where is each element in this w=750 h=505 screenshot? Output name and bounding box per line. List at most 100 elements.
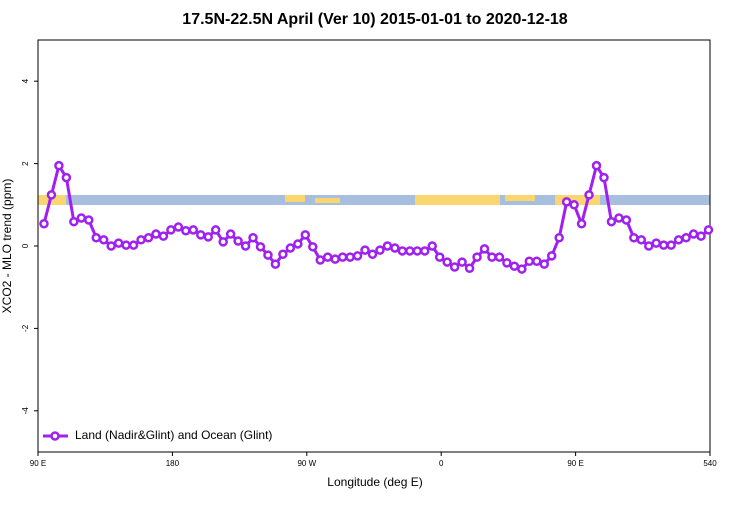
y-axis-label: XCO2 - MLO trend (ppm) [0, 179, 14, 314]
data-point [390, 243, 400, 253]
data-point [546, 251, 557, 261]
data-point [181, 226, 191, 236]
y-tick-label: -2 [21, 324, 30, 332]
data-point [233, 236, 243, 246]
data-point [420, 246, 430, 256]
data-point [173, 222, 184, 232]
data-point [629, 233, 639, 243]
data-point [203, 232, 213, 242]
data-point [121, 240, 131, 250]
data-point [606, 216, 617, 227]
data-point [255, 242, 266, 252]
chart-title: 17.5N-22.5N April (Ver 10) 2015-01-01 to… [182, 11, 568, 28]
data-point [188, 225, 199, 235]
data-point [554, 233, 564, 243]
data-point [315, 255, 325, 265]
data-point [210, 225, 221, 235]
data-point [457, 257, 467, 267]
data-point [614, 213, 624, 223]
data-point [91, 233, 101, 243]
data-point [673, 235, 684, 245]
y-tick-label: -4 [21, 407, 30, 415]
x-tick-label: 540 [703, 459, 717, 468]
data-point [196, 230, 206, 240]
data-point [576, 219, 587, 229]
x-tick-label: 180 [166, 459, 180, 468]
data-point [434, 252, 445, 262]
data-point [248, 233, 258, 243]
data-point [666, 240, 676, 250]
data-point [703, 225, 714, 235]
data-point [345, 252, 355, 262]
data-point [300, 230, 311, 240]
data-point [651, 238, 661, 248]
data-point [397, 246, 408, 256]
data-point [509, 261, 520, 271]
data-point [658, 240, 669, 250]
data-point [688, 229, 699, 239]
data-point [696, 231, 706, 241]
x-tick-label: 90 E [30, 459, 46, 468]
data-point [502, 258, 512, 268]
x-tick-label: 90 E [567, 459, 583, 468]
data-point [621, 215, 632, 225]
data-point [61, 172, 72, 183]
data-point [308, 242, 318, 252]
data-point [218, 237, 228, 247]
data-point [584, 190, 594, 200]
plot-frame [37, 39, 711, 453]
data-point [54, 160, 64, 171]
data-point [84, 215, 94, 225]
data-point [76, 213, 87, 223]
data-point [532, 256, 542, 266]
data-point [472, 252, 482, 262]
data-point [569, 200, 579, 210]
data-point [360, 245, 370, 255]
data-point [151, 229, 161, 239]
data-point [69, 216, 79, 227]
data-point [479, 244, 490, 254]
x-tick-label: 0 [439, 459, 444, 468]
data-point [487, 252, 497, 262]
y-tick-label: 0 [21, 243, 30, 248]
data-point [561, 197, 572, 207]
data-point [285, 243, 296, 253]
data-point [330, 254, 340, 264]
data-point [375, 245, 385, 255]
x-tick-label: 90 W [297, 459, 316, 468]
data-point [143, 233, 154, 243]
land-ocean-strip [38, 195, 710, 205]
data-point [322, 252, 333, 262]
data-point [166, 225, 176, 235]
data-point [449, 262, 460, 272]
data-point [46, 190, 57, 200]
data-point [405, 246, 415, 256]
data-point [128, 240, 139, 250]
data-point [382, 241, 393, 251]
data-point [442, 257, 452, 267]
data-point [225, 229, 236, 239]
data-point [636, 235, 647, 245]
data-point [106, 241, 116, 251]
data-point [39, 219, 49, 229]
data-point [412, 246, 423, 256]
y-tick-label: 2 [21, 161, 30, 166]
data-point [599, 172, 609, 183]
data-point [98, 235, 109, 245]
data-point [494, 252, 505, 262]
data-point [681, 233, 691, 243]
legend-marker [50, 431, 60, 441]
data-point [427, 241, 437, 251]
data-point [591, 160, 602, 171]
legend-label: Land (Nadir&Glint) and Ocean (Glint) [75, 428, 272, 442]
data-point [240, 241, 251, 251]
data-point [136, 235, 146, 245]
data-point [539, 259, 549, 269]
data-point [158, 231, 169, 241]
data-point [293, 239, 303, 249]
data-point [644, 241, 654, 251]
data-point [517, 264, 527, 274]
y-tick-label: 4 [21, 78, 30, 83]
data-point [263, 250, 273, 260]
